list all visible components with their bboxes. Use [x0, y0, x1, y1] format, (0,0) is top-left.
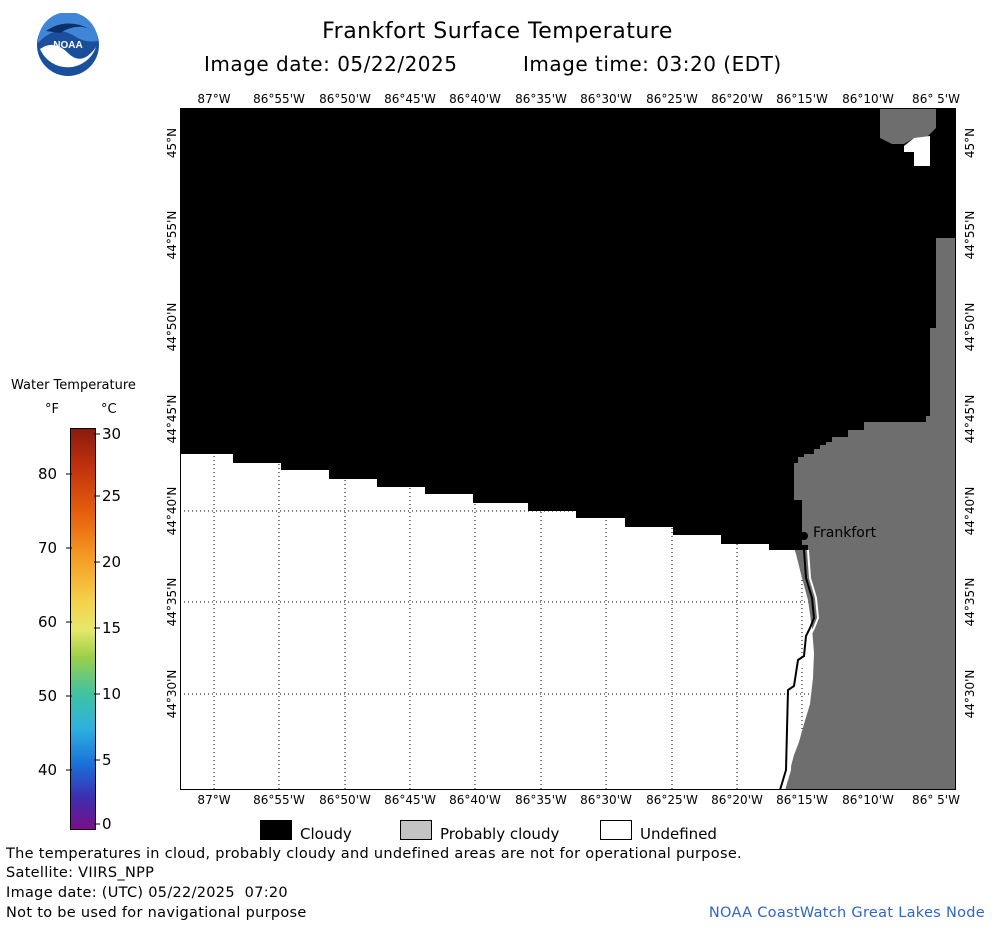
legend-undefined-label: Undefined	[640, 825, 717, 843]
footer-satellite: Satellite: VIIRS_NPP	[6, 865, 155, 881]
noaa-logo-text: NOAA	[53, 40, 82, 51]
lat-label: 44°50'N	[165, 302, 179, 352]
lon-label: 86°25'W	[646, 92, 698, 106]
legend-cloudy-swatch	[260, 820, 292, 840]
lat-label: 44°40'N	[963, 486, 977, 536]
lat-label: 44°35'N	[963, 577, 977, 627]
coastline	[779, 549, 816, 790]
lon-label: 86° 5'W	[912, 793, 960, 807]
frankfort-label: Frankfort	[813, 525, 877, 541]
cloudy-area	[180, 108, 956, 550]
lon-label: 86°45'W	[384, 92, 436, 106]
legend-probably-cloudy-label: Probably cloudy	[440, 825, 560, 843]
lat-label: 45°N	[963, 127, 977, 159]
lon-label: 86°15'W	[776, 793, 828, 807]
fahrenheit-tick-label: 70	[38, 539, 58, 557]
image-date: Image date: 05/22/2025	[204, 52, 458, 76]
celsius-tick-label: 30	[102, 425, 122, 443]
land-probably-cloudy	[784, 238, 956, 790]
lat-label: 44°30'N	[963, 669, 977, 719]
cloud-gap-white	[904, 136, 930, 166]
fahrenheit-tick-label: 40	[38, 761, 58, 779]
lon-label: 86°35'W	[515, 92, 567, 106]
lon-label: 86°25'W	[646, 793, 698, 807]
cloud-gap-gray	[880, 108, 936, 144]
map: Frankfort	[180, 108, 956, 790]
lon-label: 86°20'W	[711, 793, 763, 807]
unit-fahrenheit: °F	[45, 402, 59, 417]
lon-label: 86°30'W	[580, 92, 632, 106]
lon-label: 86°30'W	[580, 793, 632, 807]
lon-label: 86°10'W	[842, 92, 894, 106]
celsius-tick-label: 5	[102, 751, 112, 769]
lat-label: 45°N	[165, 127, 179, 159]
frankfort-marker	[800, 532, 808, 540]
celsius-tick-label: 10	[102, 685, 122, 703]
image-time: Image time: 03:20 (EDT)	[523, 52, 782, 76]
lon-label: 87°W	[197, 793, 231, 807]
celsius-tick-label: 15	[102, 619, 122, 637]
unit-celsius: °C	[101, 402, 117, 417]
noaa-logo: NOAA	[36, 11, 100, 77]
lon-label: 86°40'W	[449, 92, 501, 106]
scale-title: Water Temperature	[11, 378, 136, 393]
color-bar-ticks	[66, 433, 100, 825]
color-bar	[70, 428, 96, 830]
legend-undefined-swatch	[600, 820, 632, 840]
fahrenheit-tick-label: 80	[38, 465, 58, 483]
map-frame	[180, 108, 956, 790]
footer-utc-date: Image date: (UTC) 05/22/2025 07:20	[6, 885, 288, 901]
celsius-tick-label: 20	[102, 553, 122, 571]
lon-label: 86°15'W	[776, 92, 828, 106]
lon-label: 86° 5'W	[912, 92, 960, 106]
celsius-tick-label: 0	[102, 815, 112, 833]
lat-label: 44°30'N	[165, 669, 179, 719]
lon-label: 86°50'W	[319, 793, 371, 807]
fahrenheit-tick-label: 50	[38, 687, 58, 705]
lat-label: 44°45'N	[165, 394, 179, 444]
lon-label: 87°W	[197, 92, 231, 106]
lon-label: 86°55'W	[253, 793, 305, 807]
lat-label: 44°55'N	[963, 210, 977, 260]
lon-label: 86°55'W	[253, 92, 305, 106]
lat-label: 44°40'N	[165, 486, 179, 536]
footer-credit[interactable]: NOAA CoastWatch Great Lakes Node	[708, 905, 985, 921]
lon-label: 86°50'W	[319, 92, 371, 106]
lon-label: 86°10'W	[842, 793, 894, 807]
lat-label: 44°45'N	[963, 394, 977, 444]
legend-probably-cloudy-swatch	[400, 820, 432, 840]
coastline-white	[783, 549, 820, 790]
lat-label: 44°35'N	[165, 577, 179, 627]
footer-note: The temperatures in cloud, probably clou…	[6, 846, 742, 862]
lat-label: 44°55'N	[165, 210, 179, 260]
lon-label: 86°45'W	[384, 793, 436, 807]
lat-label: 44°50'N	[963, 302, 977, 352]
lon-label: 86°20'W	[711, 92, 763, 106]
lon-label: 86°40'W	[449, 793, 501, 807]
lon-label: 86°35'W	[515, 793, 567, 807]
legend-cloudy-label: Cloudy	[300, 825, 352, 843]
celsius-tick-label: 25	[102, 487, 122, 505]
page-title: Frankfort Surface Temperature	[322, 19, 673, 44]
fahrenheit-tick-label: 60	[38, 613, 58, 631]
footer-nav-warning: Not to be used for navigational purpose	[6, 905, 307, 921]
